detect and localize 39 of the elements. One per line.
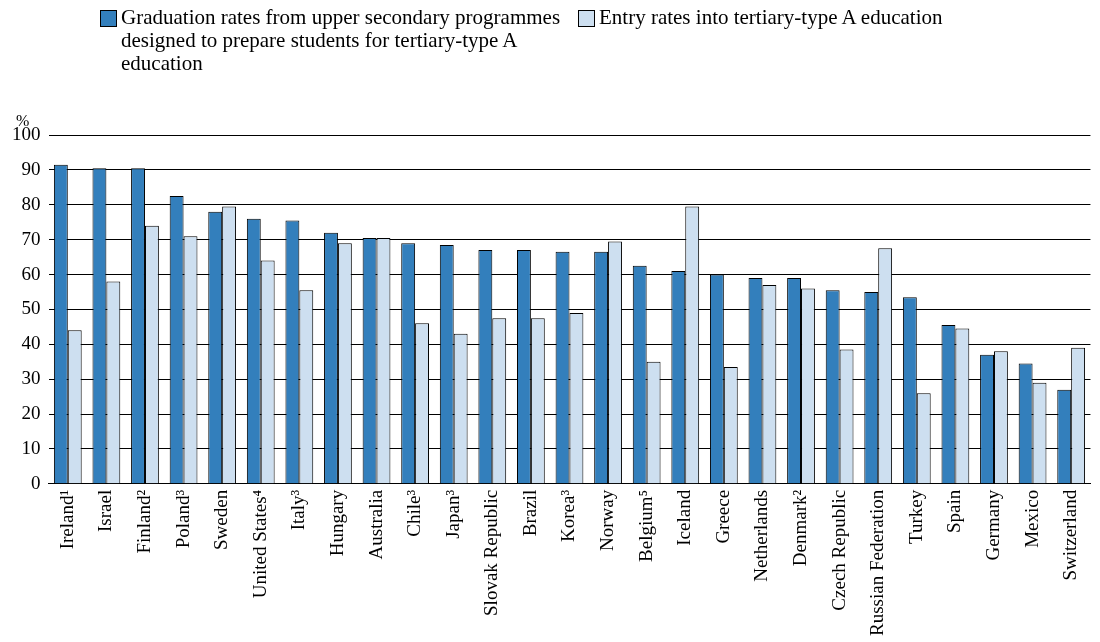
y-tick-label: 50 bbox=[21, 297, 41, 319]
legend-label: Entry rates into tertiary-type A education bbox=[599, 5, 943, 29]
x-tick-label: Japan³ bbox=[441, 489, 463, 539]
x-tick-label: Italy³ bbox=[287, 489, 309, 531]
y-tick-label: 60 bbox=[21, 262, 41, 284]
x-tick-label: Belgium⁵ bbox=[634, 489, 656, 562]
x-tick-label: Czech Republic bbox=[827, 489, 849, 611]
x-tick-label: Greece bbox=[711, 489, 733, 544]
x-tick-label: Mexico bbox=[1020, 489, 1042, 548]
y-tick-label: 80 bbox=[21, 192, 41, 214]
x-tick-label: Finland² bbox=[132, 489, 154, 554]
y-tick-label: 20 bbox=[21, 402, 41, 424]
x-tick-label: Hungary bbox=[325, 489, 347, 557]
x-tick-label: Denmark² bbox=[789, 489, 811, 567]
y-tick-label: 90 bbox=[21, 157, 41, 179]
y-tick-label: 10 bbox=[21, 436, 41, 458]
y-tick-label: 70 bbox=[21, 227, 41, 249]
y-tick-label: 40 bbox=[21, 332, 41, 354]
x-tick-label: Korea³ bbox=[557, 489, 579, 542]
x-tick-label: Israel bbox=[94, 489, 116, 533]
x-tick-label: Germany bbox=[981, 489, 1003, 561]
x-tick-label: Iceland bbox=[673, 489, 695, 546]
y-tick-label: 30 bbox=[21, 367, 41, 389]
x-tick-label: Sweden bbox=[210, 489, 232, 550]
x-tick-label: Ireland¹ bbox=[55, 489, 77, 550]
x-tick-label: Brazil bbox=[518, 489, 540, 537]
x-tick-label: Netherlands bbox=[750, 489, 772, 582]
y-tick-label: 0 bbox=[31, 471, 41, 493]
x-tick-label: Switzerland bbox=[1059, 489, 1081, 581]
x-tick-label: Russian Federation bbox=[866, 489, 888, 637]
x-tick-label: Norway bbox=[596, 489, 618, 552]
x-tick-label: Poland³ bbox=[171, 489, 193, 549]
x-tick-label: Chile³ bbox=[403, 489, 425, 537]
x-tick-label: Slovak Republic bbox=[480, 489, 502, 616]
x-tick-label: Spain bbox=[943, 489, 965, 534]
x-tick-label: Turkey bbox=[904, 489, 926, 545]
legend-label: Graduation rates from upper secondary programmes designed to prepare students for tertiary-type A education bbox=[121, 5, 562, 75]
x-tick-label: Australia bbox=[364, 489, 386, 560]
x-tick-label: United States⁴ bbox=[248, 489, 270, 599]
